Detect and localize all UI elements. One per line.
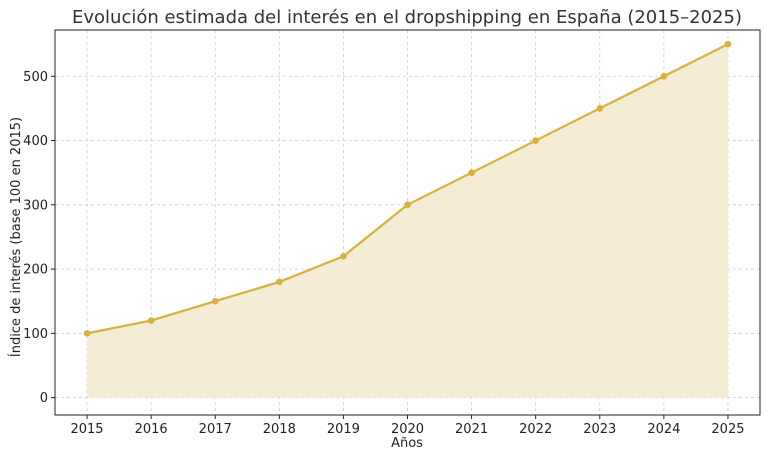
y-tick-label: 200	[23, 263, 48, 278]
data-point	[404, 201, 411, 209]
x-tick-label: 2020	[391, 422, 424, 437]
x-tick-label: 2022	[519, 422, 552, 437]
data-point	[532, 137, 539, 144]
x-tick-label: 2018	[263, 422, 296, 437]
data-point	[660, 72, 668, 80]
data-point	[468, 169, 475, 176]
y-axis-ticks: 0 100 200 300 400 500	[23, 70, 55, 406]
data-point	[147, 317, 155, 324]
data-points	[83, 40, 732, 337]
data-point	[724, 40, 732, 48]
x-axis-ticks: 2015 2016 2017 2018 2019 2020 2021 2022 2023 2024…	[70, 415, 745, 437]
y-axis-label: Índice de interés (base 100 en 2015)	[8, 117, 24, 357]
x-tick-label: 2024	[647, 422, 680, 437]
x-axis-label: Años	[391, 436, 423, 451]
x-tick-label: 2025	[711, 422, 744, 437]
x-tick-label: 2017	[199, 422, 232, 437]
data-point	[340, 252, 347, 260]
x-tick-label: 2021	[455, 422, 488, 437]
data-point	[596, 105, 604, 112]
y-tick-label: 300	[23, 198, 48, 213]
y-tick-label: 400	[23, 134, 48, 149]
area-fill	[87, 44, 728, 398]
chart-title: Evolución estimada del interés en el dro…	[72, 7, 742, 28]
x-tick-label: 2019	[327, 422, 360, 437]
data-point	[83, 330, 91, 337]
x-tick-label: 2023	[583, 422, 616, 437]
x-tick-label: 2015	[70, 422, 103, 437]
data-point	[276, 278, 283, 286]
y-tick-label: 100	[23, 327, 48, 342]
y-tick-label: 0	[40, 391, 48, 406]
y-tick-label: 500	[23, 70, 48, 85]
data-point	[211, 297, 219, 305]
x-tick-label: 2016	[135, 422, 168, 437]
